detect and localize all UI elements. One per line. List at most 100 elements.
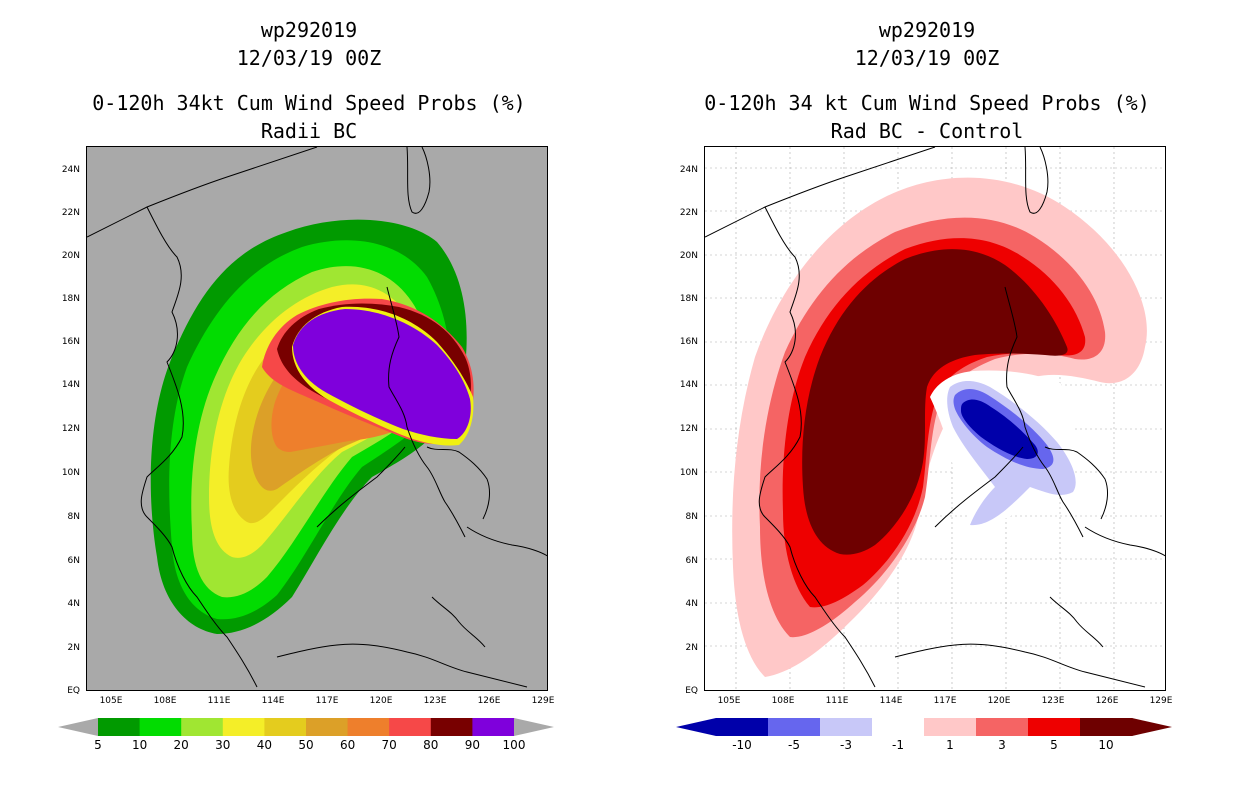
difference-map-svg (705, 147, 1165, 690)
right-panel: wp292019 12/03/19 00Z 0-120h 34 kt Cum W… (618, 0, 1236, 800)
colorbar-segment (820, 718, 873, 736)
left-panel: wp292019 12/03/19 00Z 0-120h 34kt Cum Wi… (58, 18, 555, 752)
lat-label: 16N (679, 337, 698, 347)
lat-label: 18N (679, 294, 698, 304)
colorbar-arrow-right (514, 718, 554, 736)
colorbar-segment (768, 718, 821, 736)
lon-label: 123E (1041, 696, 1065, 706)
lon-label: 120E (987, 696, 1011, 706)
colorbar (58, 718, 554, 736)
colorbar-segment (924, 718, 977, 736)
lat-label: EQ (67, 686, 80, 696)
colorbar-label: 10 (1098, 738, 1114, 752)
lon-label: 126E (1095, 696, 1119, 706)
lat-label: 14N (61, 380, 80, 390)
colorbar-label: 5 (1050, 738, 1058, 752)
lon-label: 129E (1149, 696, 1173, 706)
colorbar-segment (222, 718, 265, 736)
date-time: 12/03/19 00Z (854, 46, 1000, 70)
lat-label: 12N (679, 424, 698, 434)
colorbar-segment (264, 718, 307, 736)
lat-label: 12N (61, 424, 80, 434)
lat-label: 4N (685, 599, 698, 609)
lat-label: 22N (679, 208, 698, 218)
colorbar-label: 100 (502, 738, 526, 752)
colorbar-segment (139, 718, 182, 736)
colorbar-label: 40 (256, 738, 273, 752)
lon-label: 126E (477, 696, 501, 706)
colorbar-label: 10 (131, 738, 148, 752)
probability-map (86, 146, 548, 691)
product-title: 0-120h 34kt Cum Wind Speed Probs (%) (92, 91, 526, 115)
colorbar-label: -5 (788, 738, 800, 752)
lat-label: 14N (679, 380, 698, 390)
lat-label: 2N (67, 643, 80, 653)
colorbar-label: -10 (732, 738, 752, 752)
colorbar-label: 60 (339, 738, 356, 752)
lon-label: 114E (261, 696, 285, 706)
colorbar-segment (181, 718, 224, 736)
colorbar-label: -3 (840, 738, 852, 752)
colorbar-segment (472, 718, 515, 736)
colorbar-label: 20 (173, 738, 189, 752)
colorbar-label: 5 (94, 738, 102, 752)
coastlines (705, 147, 1165, 688)
lon-label: 117E (315, 696, 339, 706)
colorbar-segment (1080, 718, 1133, 736)
colorbar-arrow-right (1132, 718, 1172, 736)
lat-label: 6N (67, 556, 80, 566)
colorbar-segment (976, 718, 1029, 736)
lon-label: 111E (207, 696, 231, 706)
contour-100 (293, 309, 471, 439)
lon-label: 105E (99, 696, 123, 706)
lat-label: 4N (67, 599, 80, 609)
colorbar-label: 3 (998, 738, 1006, 752)
lon-label: 123E (423, 696, 447, 706)
colorbar-arrow-left (676, 718, 716, 736)
contour-neg-5 (961, 399, 1038, 459)
lon-label: 111E (825, 696, 849, 706)
lon-label: 114E (879, 696, 903, 706)
colorbar-arrow-left (58, 718, 98, 736)
subtitle: Radii BC (260, 119, 358, 143)
lat-label: 10N (679, 468, 698, 478)
lat-label: 2N (685, 643, 698, 653)
lat-label: 6N (685, 556, 698, 566)
colorbar-label: 1 (946, 738, 954, 752)
lat-label: 10N (61, 468, 80, 478)
colorbar (676, 718, 1172, 736)
lat-label: 24N (679, 165, 698, 175)
lon-label: 120E (369, 696, 393, 706)
colorbar-label: 30 (215, 738, 231, 752)
colorbar-label: 90 (464, 738, 481, 752)
date-time: 12/03/19 00Z (236, 46, 382, 70)
lat-label: EQ (685, 686, 698, 696)
lat-label: 20N (61, 251, 80, 261)
colorbar-label: -1 (892, 738, 904, 752)
colorbar-segment (1028, 718, 1081, 736)
colorbar-segment (389, 718, 432, 736)
lat-label: 8N (685, 512, 698, 522)
lon-label: 117E (933, 696, 957, 706)
contour-pos-10 (802, 249, 1068, 555)
colorbar-label: 70 (381, 738, 397, 752)
coastlines (87, 147, 547, 688)
colorbar-label: 80 (423, 738, 439, 752)
lon-label: 129E (531, 696, 555, 706)
lat-label: 8N (67, 512, 80, 522)
colorbar-segment (306, 718, 349, 736)
product-title: 0-120h 34 kt Cum Wind Speed Probs (%) (704, 91, 1150, 115)
colorbar-label: 50 (298, 738, 314, 752)
storm-id: wp292019 (878, 18, 976, 42)
colorbar-segment (98, 718, 141, 736)
lon-label: 108E (771, 696, 795, 706)
lat-label: 22N (61, 208, 80, 218)
lat-label: 16N (61, 337, 80, 347)
storm-id: wp292019 (260, 18, 358, 42)
lon-label: 108E (153, 696, 177, 706)
probability-map-svg (87, 147, 547, 688)
lat-label: 24N (61, 165, 80, 175)
colorbar-segment (430, 718, 473, 736)
lat-label: 18N (61, 294, 80, 304)
difference-map (704, 146, 1166, 691)
